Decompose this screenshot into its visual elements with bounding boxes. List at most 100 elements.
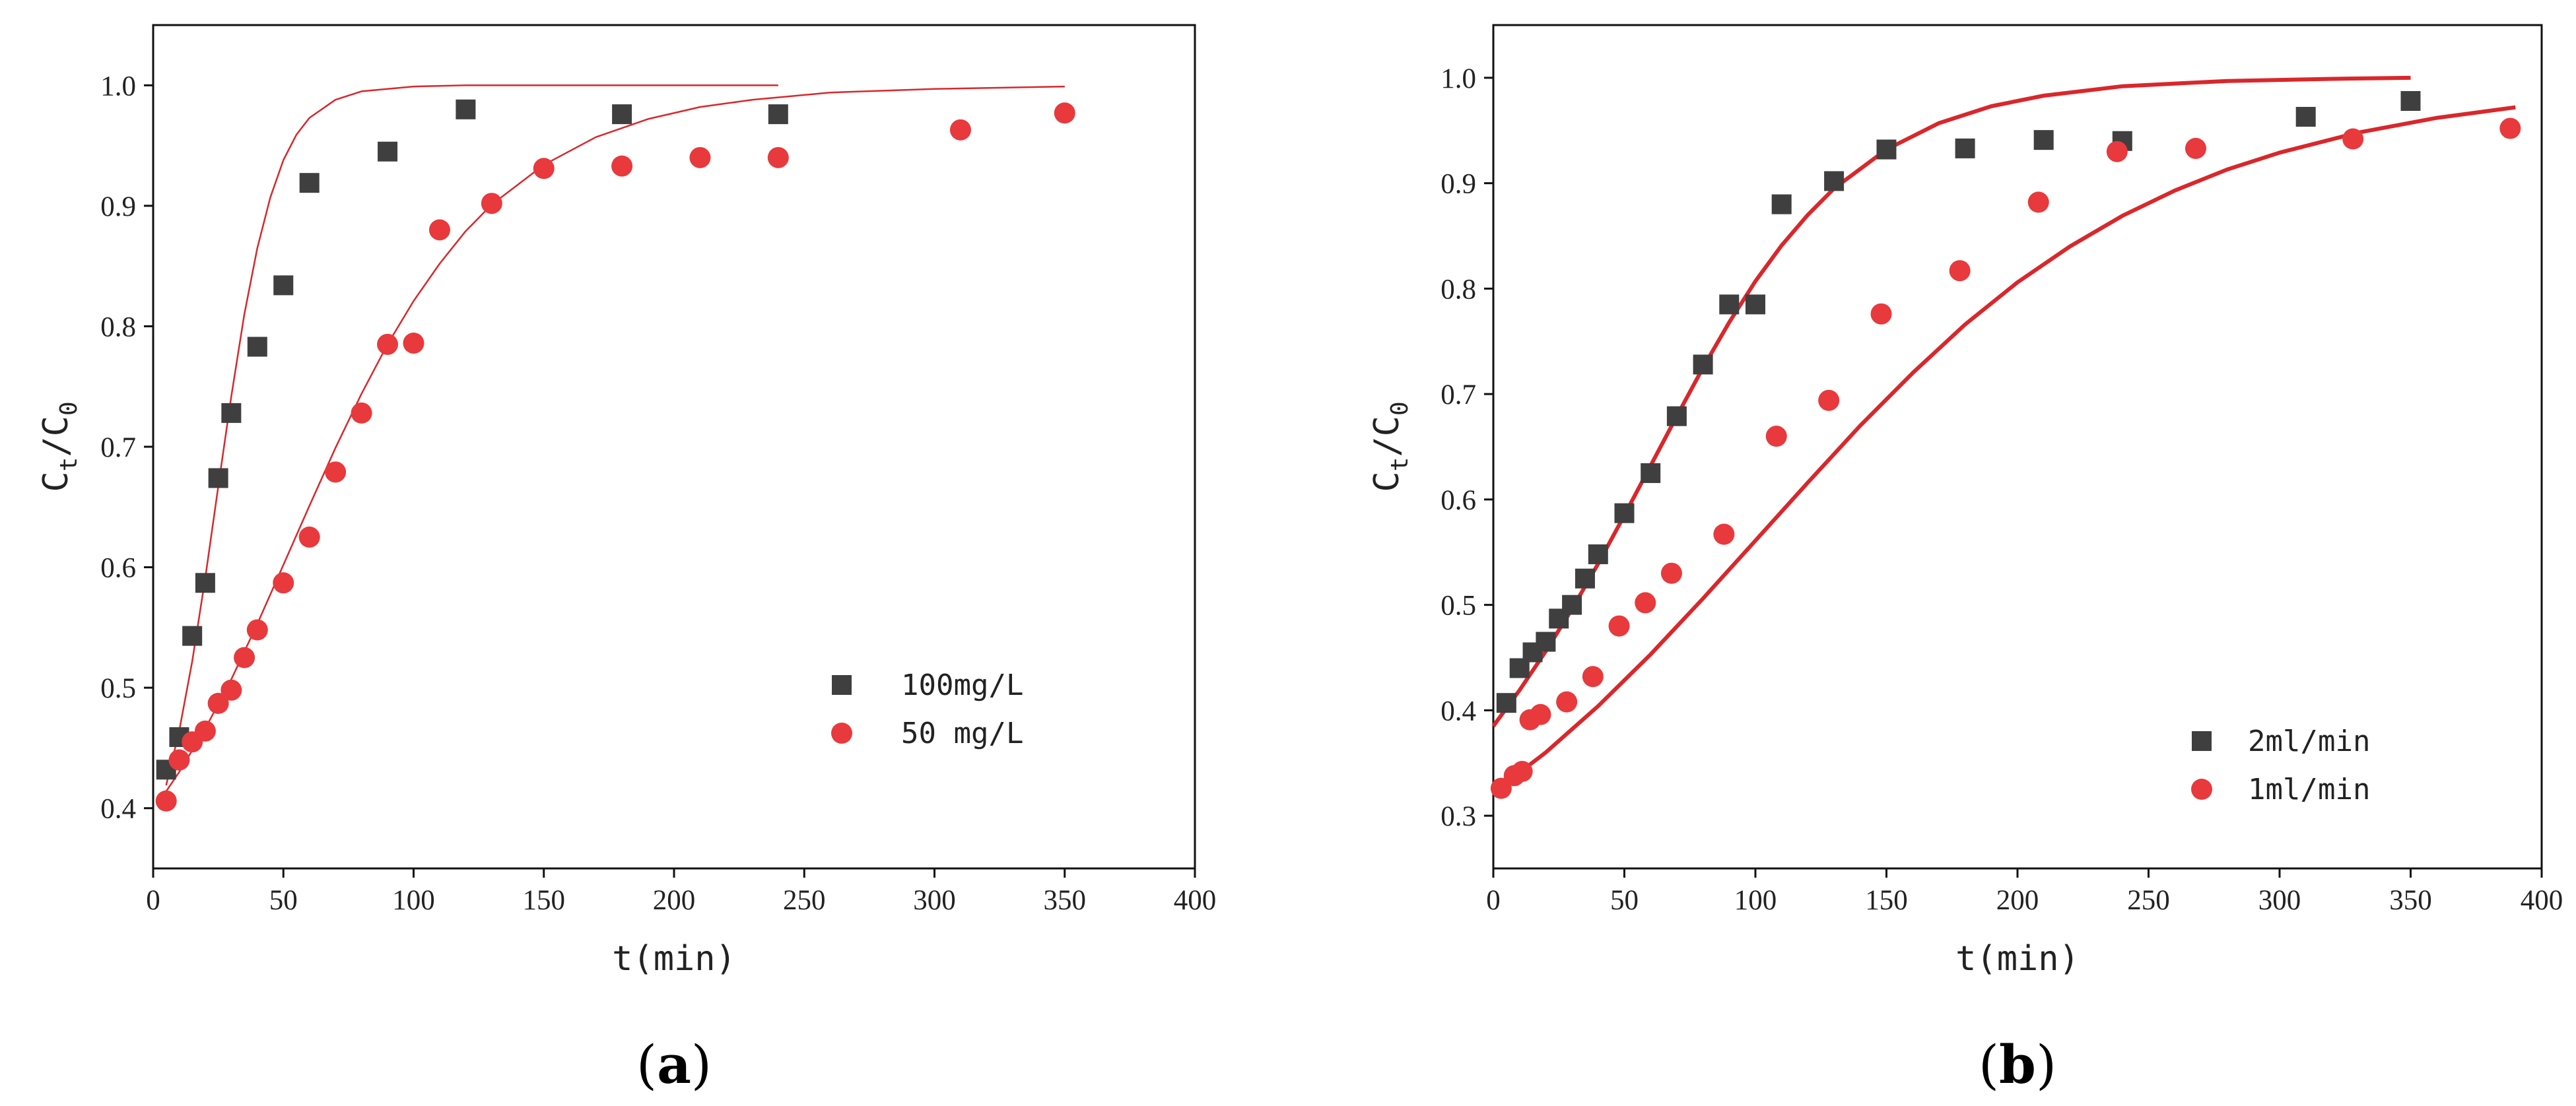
point-b-s0-16 (1876, 139, 1897, 160)
legend-label-50mg: 50 mg/L (901, 717, 1023, 750)
point-a-s0-9 (378, 141, 398, 162)
legend-marker-2ml (2192, 731, 2212, 751)
point-a-s0-2 (182, 626, 203, 646)
point-b-s0-3 (1536, 632, 1556, 652)
fit-line-b-0 (1491, 75, 2411, 728)
y-tick-label-b-0: 0.3 (1441, 801, 1476, 832)
point-b-s0-14 (1771, 194, 1792, 214)
legend-a: 100mg/L 50 mg/L (831, 668, 1023, 750)
point-b-s0-8 (1614, 503, 1635, 523)
point-a-s1-7 (246, 619, 268, 641)
x-tick-label-b-0: 0 (1486, 885, 1501, 916)
point-b-s0-18 (2033, 130, 2054, 150)
point-b-s1-5 (1556, 691, 1578, 713)
x-tick-label-a-100: 100 (392, 885, 435, 916)
point-a-s0-8 (299, 173, 320, 193)
point-a-s0-3 (195, 573, 215, 593)
fit-lines-b (1491, 75, 2516, 795)
fit-line-b-1 (1492, 105, 2516, 795)
panel-a: 0 50 100 150 200 250 300 350 400 0.4 0.5 0.6 0.7 0.8 0… (36, 24, 1217, 1095)
point-b-s1-17 (2185, 137, 2206, 159)
x-tick-label-a-250: 250 (783, 885, 826, 916)
legend-marker-100mg (832, 675, 852, 695)
y-tick-label-b-7: 1.0 (1441, 63, 1476, 94)
point-a-s0-10 (456, 99, 476, 119)
x-tick-label-b-250: 250 (2127, 885, 2170, 916)
point-b-s0-20 (2295, 106, 2316, 127)
point-a-s1-17 (611, 155, 633, 177)
point-b-s0-13 (1746, 294, 1765, 315)
point-b-s1-2 (1511, 761, 1533, 783)
point-b-s0-12 (1719, 294, 1740, 315)
y-tick-label-b-6: 0.9 (1441, 169, 1476, 200)
x-tick-label-a-150: 150 (523, 885, 566, 916)
legend-label-1ml: 1ml/min (2248, 773, 2370, 806)
point-a-s1-19 (767, 146, 789, 168)
y-tick-label-a-2: 0.6 (100, 553, 136, 584)
point-b-s1-15 (2027, 191, 2049, 213)
point-a-s1-1 (168, 749, 190, 771)
point-a-s1-5 (220, 679, 242, 701)
y-tick-label-a-3: 0.7 (100, 432, 136, 463)
point-a-s1-13 (403, 332, 424, 354)
point-a-s1-9 (298, 526, 320, 548)
panel-label-a: (a) (636, 1033, 712, 1095)
point-a-s1-4 (207, 692, 229, 714)
point-b-s0-10 (1666, 406, 1687, 426)
point-a-s0-4 (208, 468, 228, 488)
y-tick-label-b-3: 0.6 (1441, 485, 1476, 516)
y-tick-label-a-4: 0.8 (100, 311, 136, 342)
point-a-s0-11 (612, 104, 632, 125)
point-b-s1-16 (2106, 141, 2128, 162)
legend-label-2ml: 2ml/min (2248, 725, 2370, 758)
y-tick-label-b-5: 0.8 (1441, 274, 1476, 305)
plot-frame-b (1492, 24, 2543, 870)
point-b-s1-11 (1765, 426, 1787, 447)
point-a-s0-7 (273, 275, 294, 296)
panel-label-b: (b) (1979, 1033, 2056, 1095)
legend-label-100mg: 100mg/L (901, 668, 1023, 702)
point-b-s1-18 (2342, 128, 2364, 150)
point-a-s1-12 (377, 333, 399, 355)
x-tick-label-a-400: 400 (1174, 885, 1217, 916)
point-b-s1-4 (1530, 703, 1551, 725)
point-b-s1-19 (2499, 117, 2521, 139)
y-tick-label-a-5: 0.9 (100, 191, 136, 222)
x-tick-label-a-200: 200 (653, 885, 696, 916)
y-tick-label-a-1: 0.5 (100, 673, 136, 704)
point-b-s0-9 (1641, 463, 1661, 483)
data-points-a (155, 99, 1075, 812)
point-a-s1-10 (325, 461, 347, 483)
point-b-s1-0 (1490, 777, 1512, 799)
point-b-s1-6 (1582, 666, 1604, 688)
point-b-s1-9 (1660, 562, 1682, 584)
point-a-s1-20 (949, 119, 971, 141)
x-tick-label-b-300: 300 (2258, 885, 2301, 916)
point-b-s0-5 (1562, 595, 1582, 615)
point-a-s1-14 (428, 219, 450, 241)
point-a-s1-11 (351, 402, 372, 424)
point-b-s1-12 (1818, 389, 1840, 411)
x-axis-label-a: t(min) (612, 939, 736, 979)
point-a-s0-12 (768, 104, 788, 125)
point-a-s1-3 (194, 720, 216, 742)
legend-marker-1ml (2191, 779, 2212, 800)
point-b-s1-13 (1870, 303, 1892, 325)
point-b-s1-10 (1713, 523, 1735, 545)
x-tick-label-b-400: 400 (2521, 885, 2563, 916)
point-b-s1-7 (1608, 615, 1630, 637)
x-tick-label-b-100: 100 (1734, 885, 1777, 916)
x-axis-label-b: t(min) (1955, 939, 2080, 979)
point-b-s0-15 (1824, 171, 1845, 191)
point-a-s0-6 (247, 337, 267, 357)
point-a-s1-6 (234, 647, 255, 668)
x-tick-label-a-50: 50 (269, 885, 298, 916)
point-b-s1-8 (1635, 592, 1656, 614)
x-tick-label-b-50: 50 (1610, 885, 1639, 916)
point-b-s0-17 (1955, 138, 1975, 158)
point-b-s0-7 (1588, 544, 1608, 564)
point-a-s1-18 (689, 146, 711, 168)
plot-frame-a (152, 24, 1196, 870)
y-tick-label-b-1: 0.4 (1441, 696, 1476, 727)
